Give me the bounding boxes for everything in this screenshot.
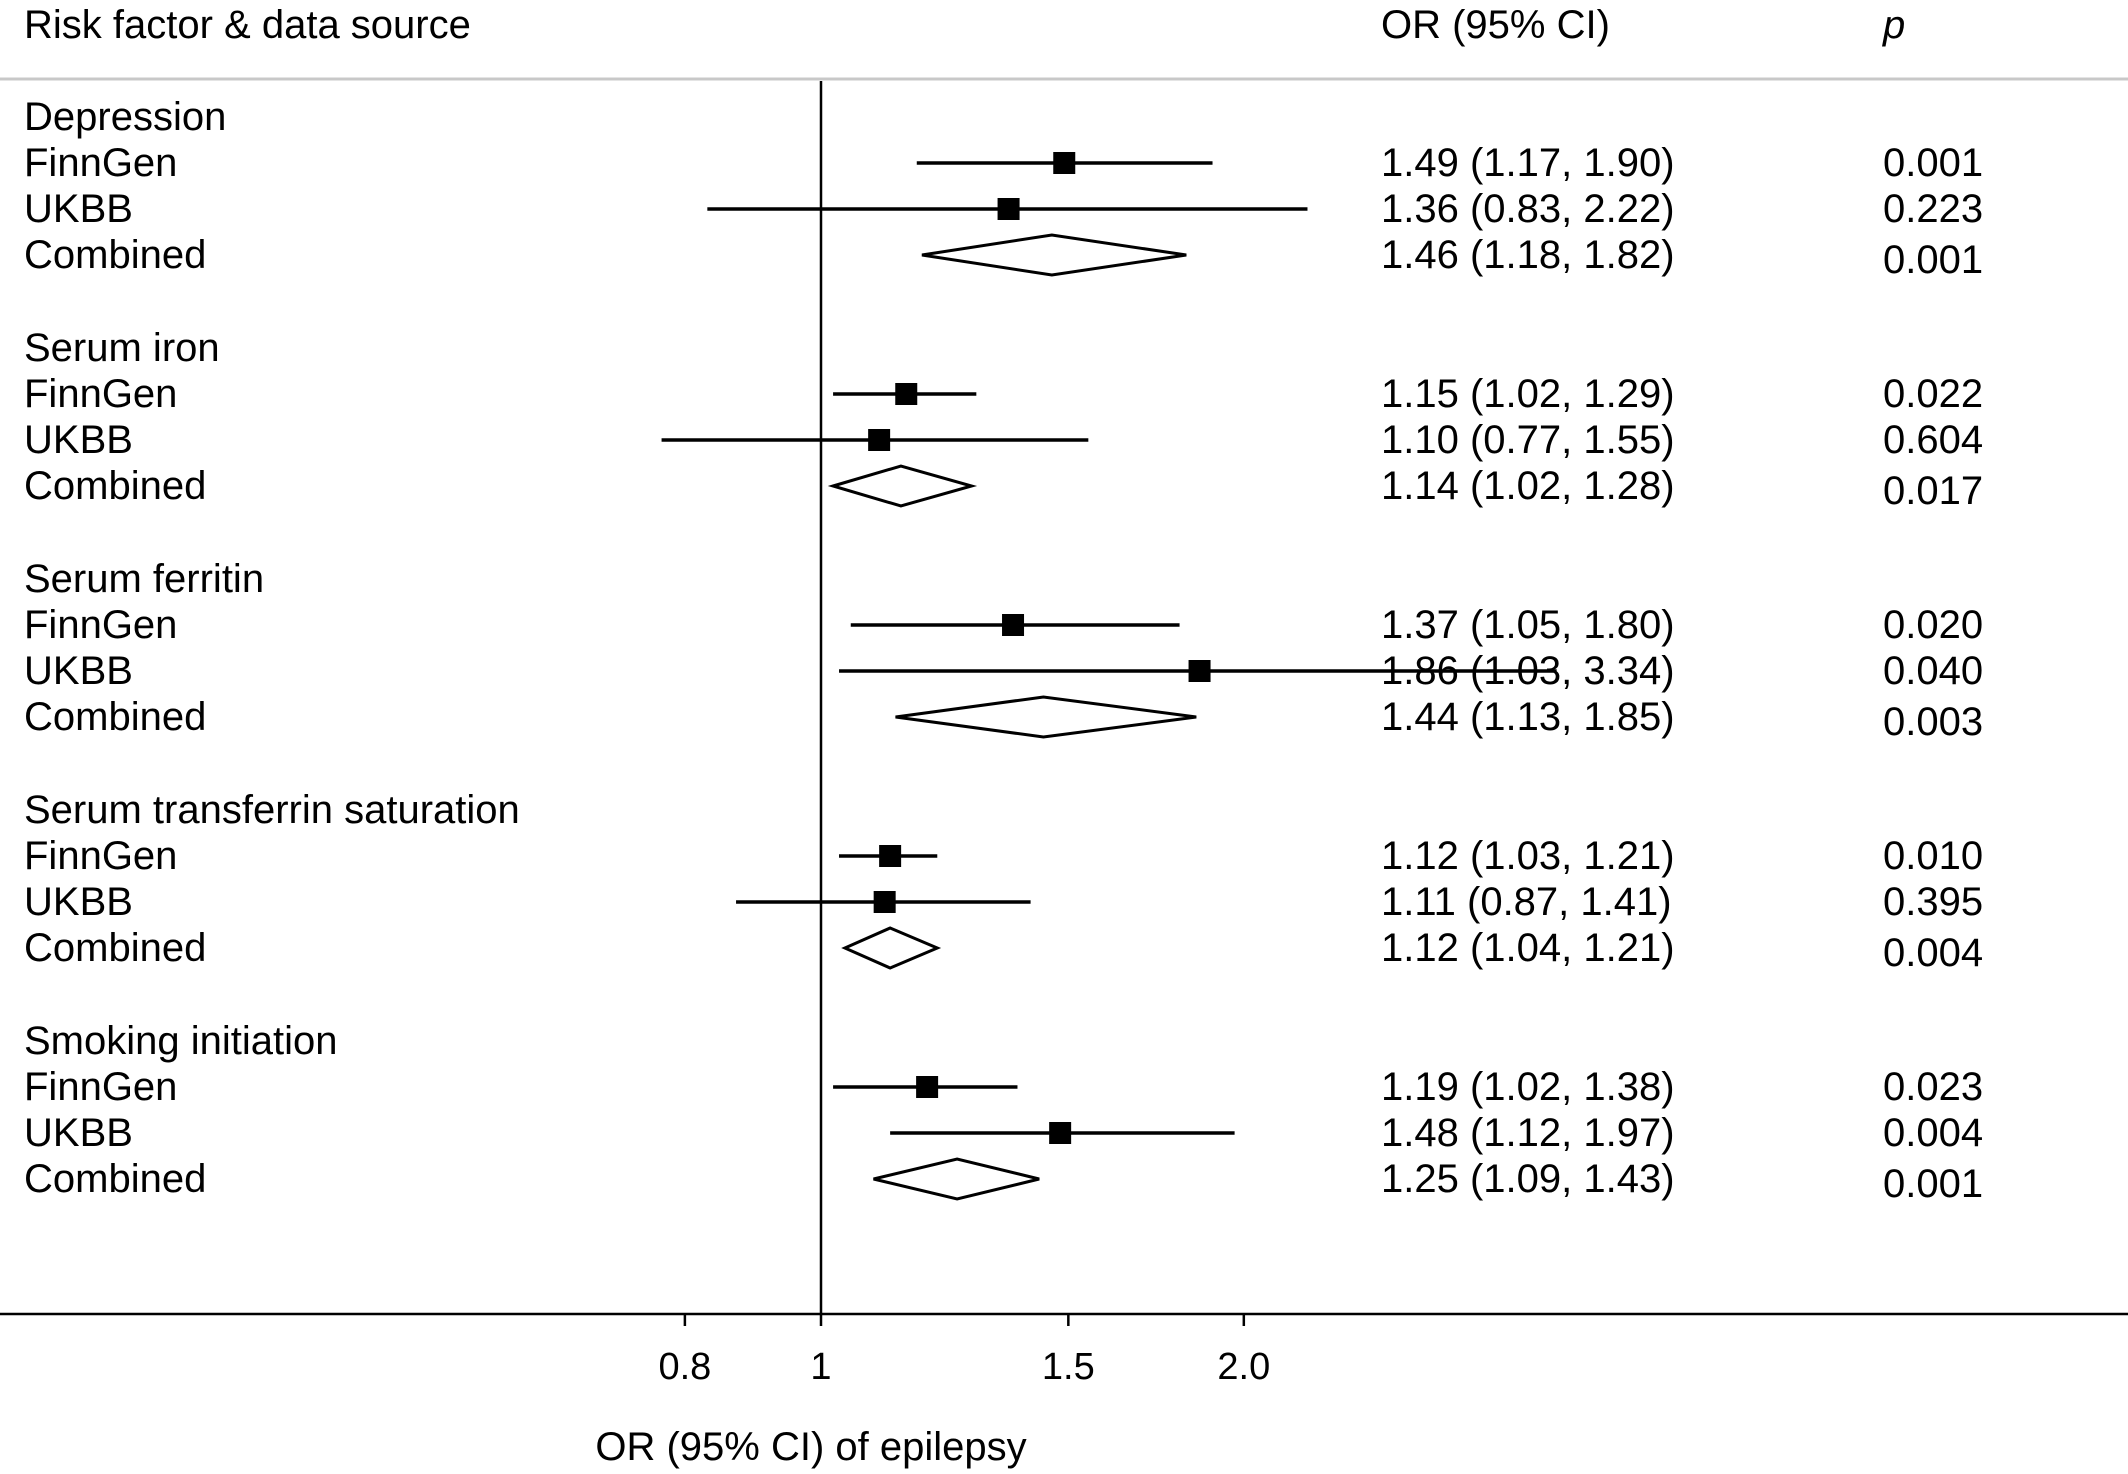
row-p-value: 0.003: [1883, 700, 1984, 744]
point-estimate: [1002, 614, 1025, 636]
row-or-ci: 1.14 (1.02, 1.28): [1381, 464, 1675, 508]
row-p-value: 0.023: [1883, 1065, 1984, 1109]
row-source-label: FinnGen: [24, 372, 178, 416]
row-or-ci: 1.19 (1.02, 1.38): [1381, 1065, 1675, 1109]
row-or-ci: 1.12 (1.03, 1.21): [1381, 834, 1675, 878]
row-p-value: 0.001: [1883, 1162, 1984, 1206]
point-estimate: [916, 1076, 939, 1098]
point-estimate: [868, 429, 891, 451]
row-or-ci: 1.36 (0.83, 2.22): [1381, 187, 1675, 231]
row-p-value: 0.001: [1883, 238, 1984, 282]
row-source-label: FinnGen: [24, 1065, 178, 1109]
header-p-value: p: [1883, 3, 1906, 47]
row-p-value: 0.020: [1883, 603, 1984, 647]
row-p-value: 0.010: [1883, 834, 1984, 878]
group-title: Serum transferrin saturation: [24, 788, 520, 832]
row-or-ci: 1.49 (1.17, 1.90): [1381, 141, 1675, 185]
row-source-label: FinnGen: [24, 141, 178, 185]
pooled-diamond: [827, 464, 978, 508]
row-or-ci: 1.15 (1.02, 1.29): [1381, 372, 1675, 416]
row-or-ci: 1.25 (1.09, 1.43): [1381, 1157, 1675, 1201]
x-tick-label: 0.8: [658, 1346, 712, 1388]
row-p-value: 0.604: [1883, 418, 1984, 462]
point-estimate: [997, 198, 1020, 220]
point-estimate: [873, 891, 896, 913]
header-risk-factor: Risk factor & data source: [24, 3, 471, 47]
point-estimate: [879, 845, 902, 867]
row-or-ci: 1.48 (1.12, 1.97): [1381, 1111, 1675, 1155]
row-p-value: 0.022: [1883, 372, 1984, 416]
row-or-ci: 1.44 (1.13, 1.85): [1381, 695, 1675, 739]
row-or-ci: 1.46 (1.18, 1.82): [1381, 233, 1675, 277]
x-axis-label: OR (95% CI) of epilepsy: [595, 1425, 1027, 1469]
row-or-ci: 1.86 (1.03, 3.34): [1381, 649, 1675, 693]
row-p-value: 0.017: [1883, 469, 1984, 513]
row-p-value: 0.040: [1883, 649, 1984, 693]
pooled-diamond: [921, 233, 1187, 277]
x-tick-label: 1.5: [1041, 1346, 1095, 1388]
x-tick-label: 1: [810, 1346, 832, 1388]
row-or-ci: 1.37 (1.05, 1.80): [1381, 603, 1675, 647]
row-source-label: FinnGen: [24, 834, 178, 878]
pooled-diamond: [841, 926, 942, 970]
point-estimate: [1188, 660, 1211, 682]
row-source-label: UKBB: [24, 649, 133, 693]
point-estimate: [895, 383, 918, 405]
group-title: Serum iron: [24, 326, 220, 370]
row-p-value: 0.001: [1883, 141, 1984, 185]
row-source-label: UKBB: [24, 880, 133, 924]
row-source-label: UKBB: [24, 187, 133, 231]
group-title: Depression: [24, 95, 227, 139]
row-p-value: 0.004: [1883, 1111, 1984, 1155]
row-source-label: Combined: [24, 233, 207, 277]
header-or-ci: OR (95% CI): [1381, 3, 1610, 47]
pooled-diamond: [895, 695, 1197, 739]
pooled-diamond: [873, 1157, 1040, 1201]
point-estimate: [1049, 1122, 1072, 1144]
point-estimate: [1053, 152, 1076, 174]
row-or-ci: 1.11 (0.87, 1.41): [1381, 880, 1672, 924]
row-source-label: UKBB: [24, 418, 133, 462]
group-title: Smoking initiation: [24, 1019, 338, 1063]
row-source-label: UKBB: [24, 1111, 133, 1155]
row-source-label: Combined: [24, 695, 207, 739]
x-tick-label: 2.0: [1217, 1346, 1271, 1388]
row-or-ci: 1.10 (0.77, 1.55): [1381, 418, 1675, 462]
row-p-value: 0.395: [1883, 880, 1984, 924]
row-or-ci: 1.12 (1.04, 1.21): [1381, 926, 1675, 970]
row-p-value: 0.223: [1883, 187, 1984, 231]
row-p-value: 0.004: [1883, 931, 1984, 975]
row-source-label: Combined: [24, 1157, 207, 1201]
row-source-label: FinnGen: [24, 603, 178, 647]
row-source-label: Combined: [24, 464, 207, 508]
row-source-label: Combined: [24, 926, 207, 970]
group-title: Serum ferritin: [24, 557, 265, 601]
